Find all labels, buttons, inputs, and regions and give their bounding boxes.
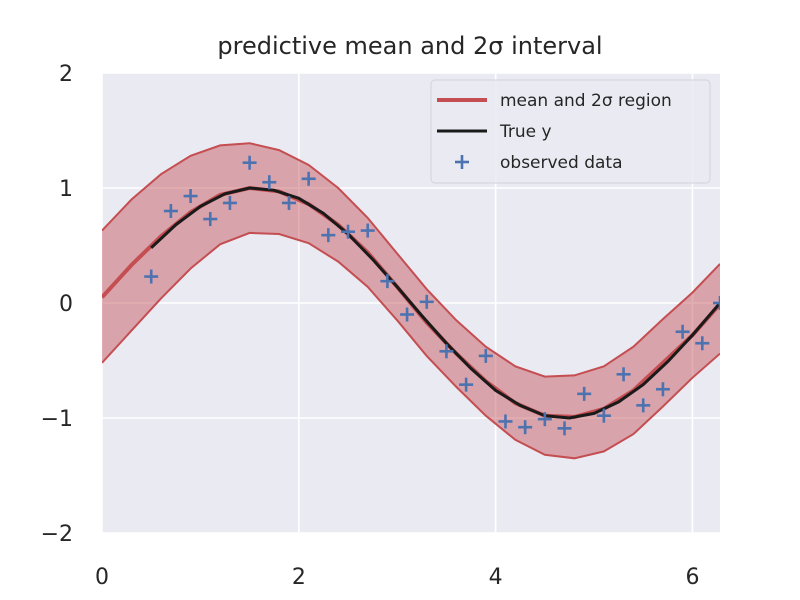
observed-point bbox=[222, 195, 237, 210]
observed-point bbox=[459, 377, 474, 392]
y-tick-label: −2 bbox=[41, 522, 73, 547]
legend-label-mean: mean and 2σ region bbox=[500, 91, 672, 111]
observed-point bbox=[439, 344, 454, 359]
legend: mean and 2σ region True y observed data bbox=[430, 79, 711, 184]
y-tick-label: 2 bbox=[59, 62, 73, 87]
observed-point bbox=[144, 269, 159, 284]
observed-point bbox=[596, 408, 611, 423]
observed-point bbox=[713, 296, 720, 310]
chart-title: predictive mean and 2σ interval bbox=[217, 32, 602, 60]
observed-point bbox=[321, 228, 336, 243]
observed-point bbox=[242, 155, 257, 170]
x-tick-label: 6 bbox=[685, 565, 699, 590]
observed-point bbox=[498, 414, 513, 429]
observed-point bbox=[478, 348, 493, 363]
observed-point bbox=[695, 336, 710, 351]
x-tick-label: 2 bbox=[292, 565, 306, 590]
legend-box bbox=[430, 79, 711, 184]
x-tick-label: 0 bbox=[95, 565, 109, 590]
observed-point bbox=[341, 224, 356, 239]
observed-point bbox=[360, 223, 375, 238]
observed-point bbox=[281, 195, 296, 210]
x-tick-label: 4 bbox=[489, 565, 503, 590]
tick-labels: 0 2 4 6 −2 −1 0 1 2 bbox=[41, 62, 700, 590]
observed-point bbox=[301, 171, 316, 186]
y-tick-label: −1 bbox=[41, 407, 73, 432]
observed-point bbox=[557, 421, 572, 436]
observed-point bbox=[636, 398, 651, 413]
observed-point bbox=[203, 212, 218, 227]
plot-layer bbox=[102, 142, 720, 460]
lower-bound-line bbox=[102, 231, 720, 460]
y-tick-label: 0 bbox=[59, 292, 73, 317]
upper-bound-line bbox=[102, 142, 720, 378]
observed-point bbox=[518, 420, 533, 435]
legend-label-true: True y bbox=[499, 122, 552, 142]
observed-point bbox=[577, 386, 592, 401]
observed-point bbox=[163, 204, 178, 218]
legend-swatch-observed bbox=[455, 155, 469, 169]
observed-point bbox=[380, 274, 395, 289]
y-tick-label: 1 bbox=[59, 177, 73, 202]
observed-point bbox=[655, 382, 670, 397]
observed-point bbox=[616, 367, 631, 382]
observed-point bbox=[537, 412, 552, 427]
observed-point bbox=[262, 175, 277, 190]
observed-point bbox=[183, 189, 198, 204]
observed-point bbox=[419, 294, 434, 309]
true-y-line bbox=[150, 186, 720, 420]
observed-point bbox=[675, 324, 690, 339]
observed-point bbox=[400, 307, 415, 322]
legend-plus-marker bbox=[455, 155, 469, 169]
legend-label-observed: observed data bbox=[500, 153, 623, 173]
